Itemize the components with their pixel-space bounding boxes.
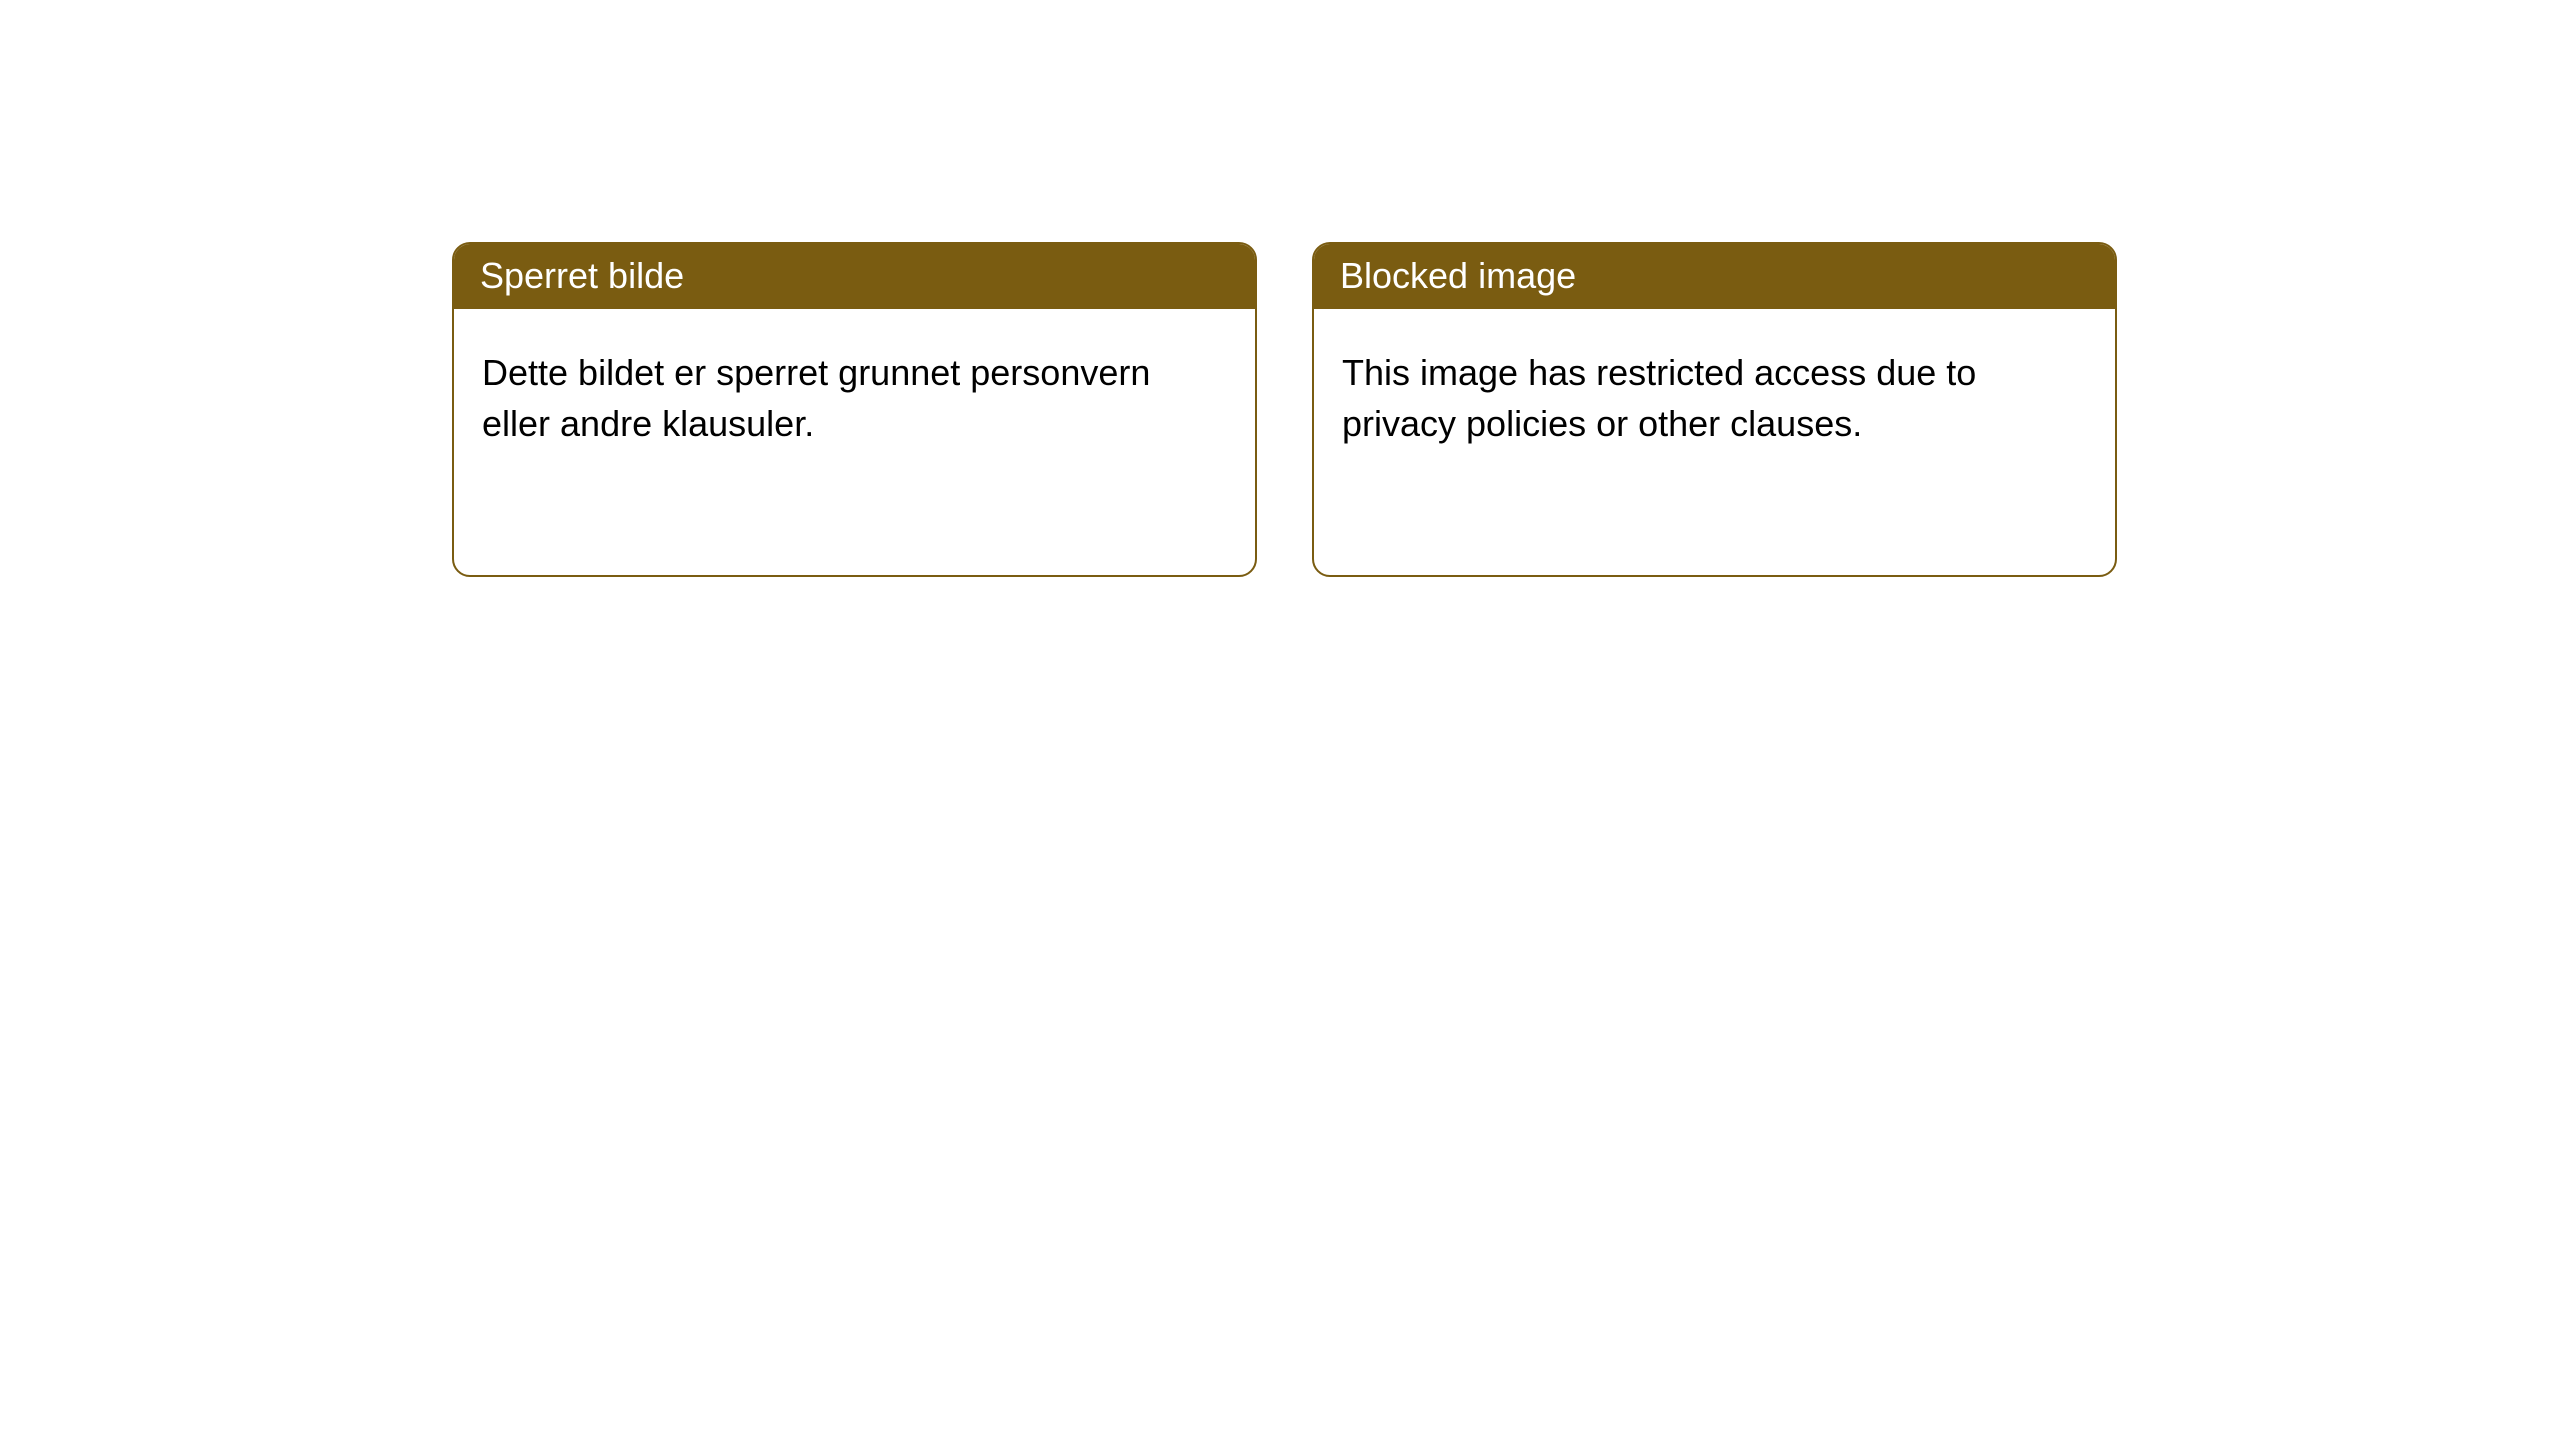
notice-header: Sperret bilde	[454, 244, 1255, 309]
notice-body: This image has restricted access due to …	[1314, 309, 2115, 487]
notice-container: Sperret bilde Dette bildet er sperret gr…	[0, 0, 2560, 577]
notice-card-norwegian: Sperret bilde Dette bildet er sperret gr…	[452, 242, 1257, 577]
notice-header: Blocked image	[1314, 244, 2115, 309]
notice-card-english: Blocked image This image has restricted …	[1312, 242, 2117, 577]
notice-body: Dette bildet er sperret grunnet personve…	[454, 309, 1255, 487]
